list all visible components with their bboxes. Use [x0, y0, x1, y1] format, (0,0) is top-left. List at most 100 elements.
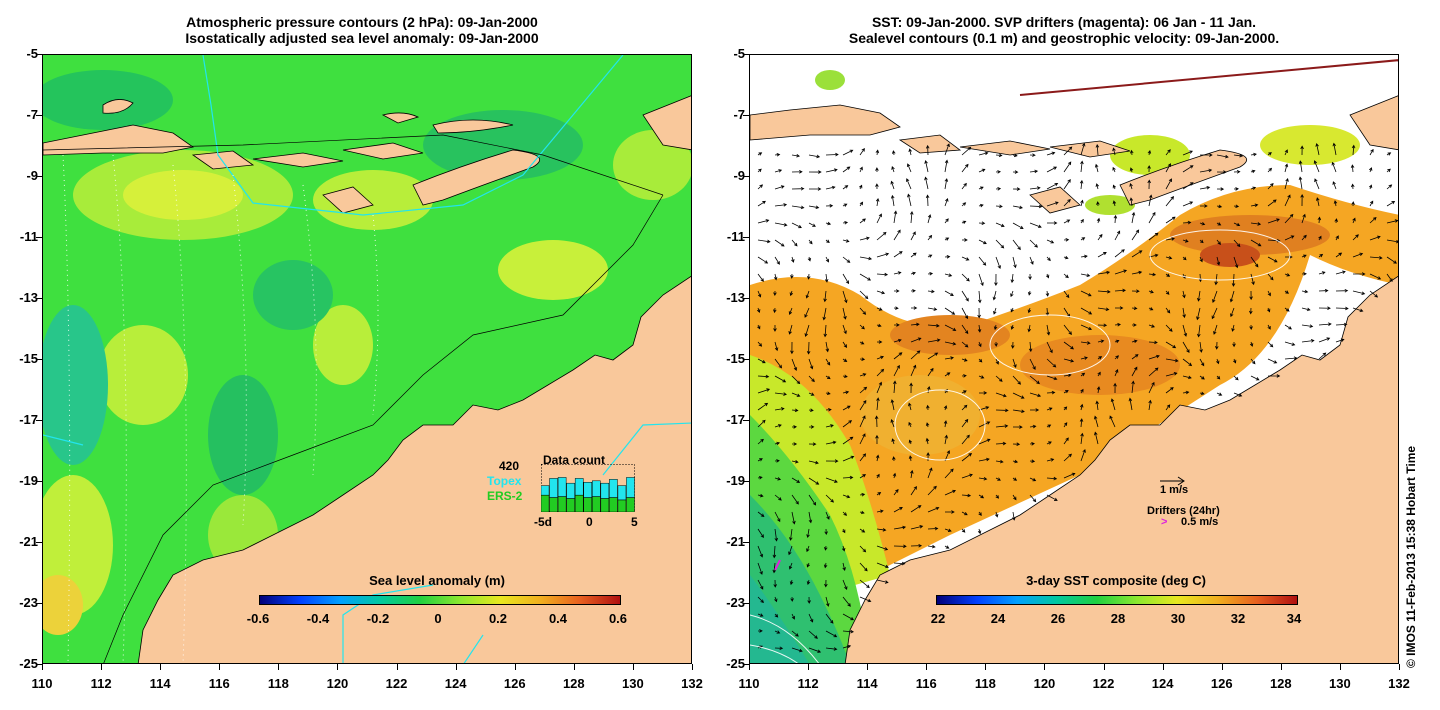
velocity-arrow	[1148, 232, 1159, 241]
velocity-arrow	[859, 201, 864, 207]
velocity-arrow	[808, 154, 821, 159]
velocity-arrow	[1216, 375, 1221, 380]
velocity-arrow	[757, 438, 764, 445]
sla-lon-tick	[219, 664, 220, 670]
velocity-arrow	[961, 256, 970, 261]
velocity-arrow	[910, 364, 917, 377]
sst-lat-tick	[743, 115, 749, 116]
velocity-arrow	[995, 204, 1003, 209]
velocity-arrow	[757, 596, 764, 604]
velocity-arrow	[910, 469, 914, 479]
velocity-arrow	[876, 323, 882, 328]
sla-lat-label: -23	[19, 595, 38, 610]
velocity-arrow	[1012, 392, 1025, 399]
velocity-arrow	[772, 545, 777, 559]
velocity-arrow	[1165, 163, 1171, 173]
velocity-arrow	[1063, 472, 1076, 479]
velocity-arrow	[978, 186, 984, 190]
velocity-arrow	[910, 543, 923, 548]
velocity-arrow	[825, 440, 837, 445]
velocity-arrow	[825, 375, 831, 380]
velocity-arrow	[906, 163, 912, 173]
velocity-arrow	[806, 341, 811, 355]
velocity-arrow	[791, 222, 802, 229]
sst-colorbar-title: 3-day SST composite (deg C)	[1026, 573, 1206, 588]
velocity-arrow	[1046, 424, 1052, 428]
velocity-arrow	[876, 340, 883, 344]
velocity-arrow	[977, 324, 982, 333]
velocity-arrow	[1369, 256, 1383, 260]
velocity-arrow	[757, 219, 770, 224]
velocity-arrow	[774, 203, 788, 207]
velocity-arrow	[978, 421, 991, 428]
velocity-arrow	[893, 251, 903, 258]
sla-tick: -0.6	[246, 611, 270, 626]
velocity-arrow	[773, 290, 777, 297]
velocity-arrow	[1147, 165, 1151, 173]
velocity-arrow	[1129, 167, 1134, 173]
velocity-arrow	[1249, 341, 1254, 347]
velocity-arrow	[1028, 341, 1033, 353]
velocity-arrow	[1214, 273, 1218, 286]
velocity-arrow	[757, 374, 770, 379]
velocity-arrow	[859, 386, 868, 394]
histogram-topex-bar	[626, 477, 635, 498]
sst-lon-tick	[1340, 664, 1341, 670]
velocity-arrow	[859, 218, 866, 224]
drifters-title: Drifters (24hr)	[1147, 505, 1220, 517]
velocity-arrow	[909, 210, 914, 224]
velocity-arrow	[791, 358, 798, 371]
velocity-arrow	[808, 647, 822, 653]
velocity-arrow	[823, 545, 828, 551]
velocity-arrow	[1114, 288, 1127, 293]
velocity-arrow	[825, 407, 832, 412]
velocity-arrow	[1148, 307, 1154, 311]
sst-map[interactable]	[749, 54, 1399, 664]
velocity-arrow	[1230, 307, 1235, 318]
velocity-arrow	[1352, 307, 1364, 313]
velocity-arrow	[1233, 187, 1239, 191]
velocity-arrow	[859, 373, 867, 377]
sst-lon-label: 132	[1388, 676, 1410, 691]
velocity-arrow	[1250, 239, 1262, 247]
sla-colorbar	[259, 595, 621, 605]
velocity-arrow	[859, 184, 863, 190]
velocity-arrow	[1063, 358, 1075, 363]
velocity-arrow	[944, 510, 955, 514]
velocity-arrow	[995, 441, 1007, 446]
velocity-arrow	[808, 477, 820, 485]
velocity-arrow	[995, 424, 1009, 428]
velocity-arrow	[927, 485, 937, 496]
velocity-arrow	[1284, 213, 1294, 224]
velocity-arrow	[1182, 358, 1193, 367]
velocity-arrow	[1063, 406, 1068, 411]
histogram-topex-bar	[592, 480, 601, 497]
velocity-arrow	[1318, 337, 1331, 343]
sla-lat-label: -19	[19, 473, 38, 488]
velocity-arrow	[757, 324, 761, 330]
sla-lon-label: 116	[208, 676, 230, 691]
velocity-arrow	[1063, 198, 1071, 207]
velocity-arrow	[1249, 324, 1253, 330]
velocity-arrow	[890, 194, 895, 207]
velocity-arrow	[825, 424, 834, 428]
sla-map[interactable]	[42, 54, 692, 664]
velocity-arrow	[773, 324, 777, 332]
velocity-arrow	[1267, 199, 1277, 207]
velocity-arrow	[893, 544, 907, 549]
velocity-arrow	[1114, 355, 1120, 360]
velocity-arrow	[1233, 204, 1240, 209]
velocity-arrow	[1284, 307, 1290, 312]
velocity-arrow	[1080, 388, 1084, 394]
velocity-arrow	[995, 477, 1001, 481]
velocity-arrow	[1114, 369, 1119, 377]
velocity-arrow	[774, 392, 787, 396]
velocity-arrow	[791, 375, 801, 385]
velocity-arrow	[859, 562, 868, 572]
velocity-arrow	[1063, 161, 1072, 173]
velocity-arrow	[1233, 222, 1241, 227]
velocity-arrow	[927, 214, 932, 224]
velocity-arrow	[791, 511, 796, 525]
velocity-arrow	[859, 596, 872, 603]
sst-lat-tick	[743, 359, 749, 360]
